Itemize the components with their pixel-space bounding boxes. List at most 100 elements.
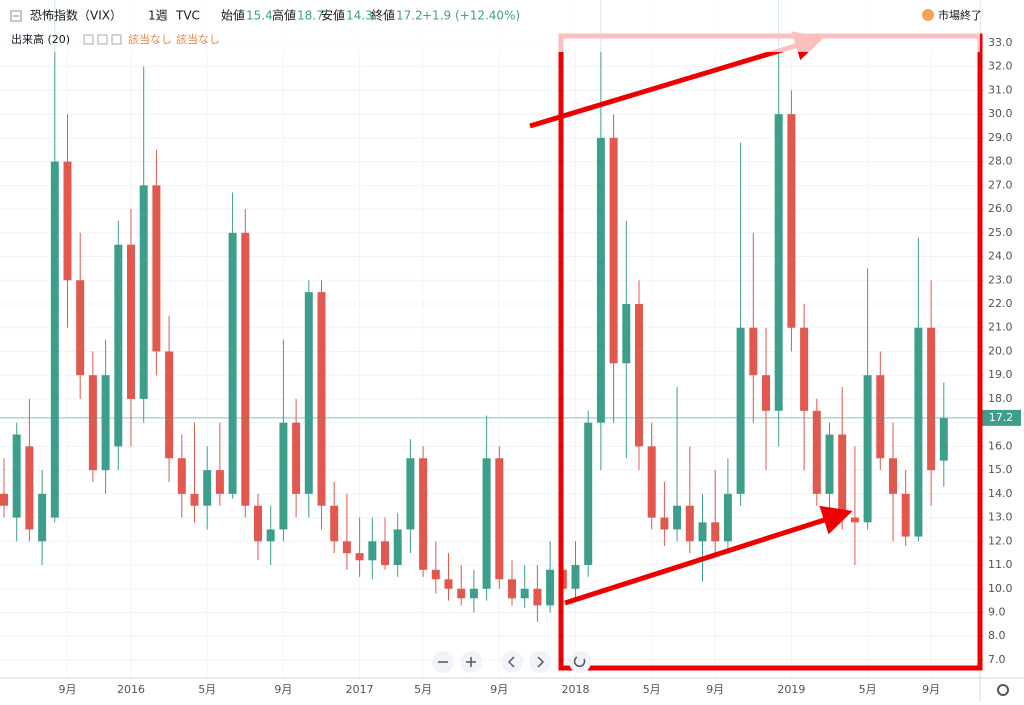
- low-label: 安値: [321, 8, 345, 23]
- button[interactable]: [83, 34, 94, 45]
- candle-body: [889, 458, 897, 494]
- y-tick-label: 12.0: [988, 534, 1013, 547]
- close-value: 17.2: [396, 9, 423, 23]
- candle-body: [0, 493, 8, 506]
- x-tick-label: 9月: [274, 683, 292, 696]
- candle-body: [177, 458, 186, 494]
- y-tick-label: 13.0: [988, 511, 1013, 524]
- candle-body: [901, 493, 910, 537]
- icon: [537, 656, 545, 668]
- high-label: 高値: [272, 8, 296, 23]
- y-tick-label: 23.0: [988, 273, 1013, 286]
- candle-body: [241, 232, 250, 506]
- candle-body: [495, 458, 504, 580]
- last-price-tag: [981, 409, 1021, 426]
- candle-body: [609, 137, 618, 364]
- x-tick-label: 2017: [346, 683, 374, 696]
- candle-body: [622, 303, 631, 364]
- y-tick-label: 29.0: [988, 131, 1013, 144]
- candle-body: [469, 588, 478, 599]
- candle-body: [393, 529, 402, 566]
- y-tick-label: 28.0: [988, 155, 1013, 168]
- arrow: [529, 31, 825, 129]
- y-tick-label: 11.0: [988, 558, 1013, 571]
- candle-body: [127, 244, 135, 399]
- button[interactable]: [111, 34, 122, 45]
- y-tick-label: 7.0: [988, 653, 1006, 666]
- x-tick-label: 5月: [859, 683, 877, 696]
- y-tick-label: 32.0: [988, 60, 1013, 73]
- x-tick-label: 2016: [117, 683, 145, 696]
- y-tick-label: 15.0: [988, 463, 1013, 476]
- y-tick-label: 31.0: [988, 83, 1013, 96]
- open-label: 始値: [221, 8, 245, 23]
- candle-body: [863, 375, 872, 523]
- candle-body: [228, 232, 237, 494]
- candle-body: [190, 493, 199, 506]
- x-tick-label: 5月: [198, 683, 216, 696]
- candle-body: [431, 569, 440, 580]
- candle-body: [76, 280, 85, 376]
- candle-body: [165, 351, 174, 459]
- candle-body: [647, 446, 656, 518]
- candle-body: [457, 588, 466, 599]
- candle-body: [520, 588, 529, 599]
- candle-body: [406, 458, 415, 530]
- candle-body: [723, 493, 732, 542]
- candle-body: [584, 422, 593, 566]
- status-icon: [922, 9, 934, 21]
- y-tick-label: 24.0: [988, 250, 1013, 263]
- y-tick-label: 9.0: [988, 606, 1006, 619]
- candle-body: [914, 327, 923, 537]
- source[interactable]: TVC: [175, 9, 200, 23]
- button[interactable]: [97, 34, 108, 45]
- y-tick-label: 19.0: [988, 368, 1013, 381]
- candle-body: [38, 493, 47, 542]
- low-value: 14.3: [346, 9, 373, 23]
- candle-body: [25, 446, 34, 530]
- candle-body: [508, 579, 516, 599]
- last-price-label: 17.2: [989, 411, 1014, 424]
- y-tick-label: 8.0: [988, 629, 1006, 642]
- candle-body: [12, 434, 21, 518]
- candle-body: [685, 505, 694, 542]
- candle-body: [939, 417, 948, 461]
- candle-body: [635, 303, 643, 447]
- close-label: 終値: [371, 8, 395, 23]
- scroll-left[interactable]: [501, 651, 523, 673]
- y-tick-label: 14.0: [988, 487, 1013, 500]
- volume-na: 該当なし: [128, 32, 172, 46]
- candle-body: [711, 522, 720, 542]
- collapse-button[interactable]: [10, 10, 22, 22]
- y-tick-label: 22.0: [988, 297, 1013, 310]
- x-tick-label: 9月: [706, 683, 724, 696]
- candle-body: [279, 422, 288, 530]
- reset[interactable]: [569, 651, 591, 673]
- symbol: 恐怖指数（VIX）: [30, 8, 122, 23]
- candle-body: [330, 505, 339, 542]
- candle-body: [368, 541, 377, 561]
- candle-body: [203, 470, 212, 506]
- scroll-right[interactable]: [529, 651, 551, 673]
- interval[interactable]: 1週: [148, 9, 168, 23]
- candle-body: [850, 517, 859, 523]
- candle-body: [50, 161, 59, 518]
- candles: [0, 0, 980, 622]
- candle-body: [114, 244, 123, 447]
- y-tick-label: 18.0: [988, 392, 1013, 405]
- candle-body: [419, 458, 428, 570]
- candle-body: [292, 422, 301, 494]
- candle-body: [660, 517, 669, 530]
- candle-body: [838, 434, 847, 518]
- candle-body: [571, 565, 580, 589]
- settings[interactable]: [997, 684, 1009, 696]
- icon: [507, 656, 515, 668]
- candle-body: [152, 185, 161, 352]
- candle-body: [698, 522, 707, 542]
- candle-body: [762, 375, 770, 411]
- y-tick-label: 33.0: [988, 36, 1013, 49]
- change: +1.9 (+12.40%): [422, 9, 520, 23]
- candle-body: [381, 541, 389, 566]
- x-tick-label: 2018: [562, 683, 590, 696]
- y-tick-label: 26.0: [988, 202, 1013, 215]
